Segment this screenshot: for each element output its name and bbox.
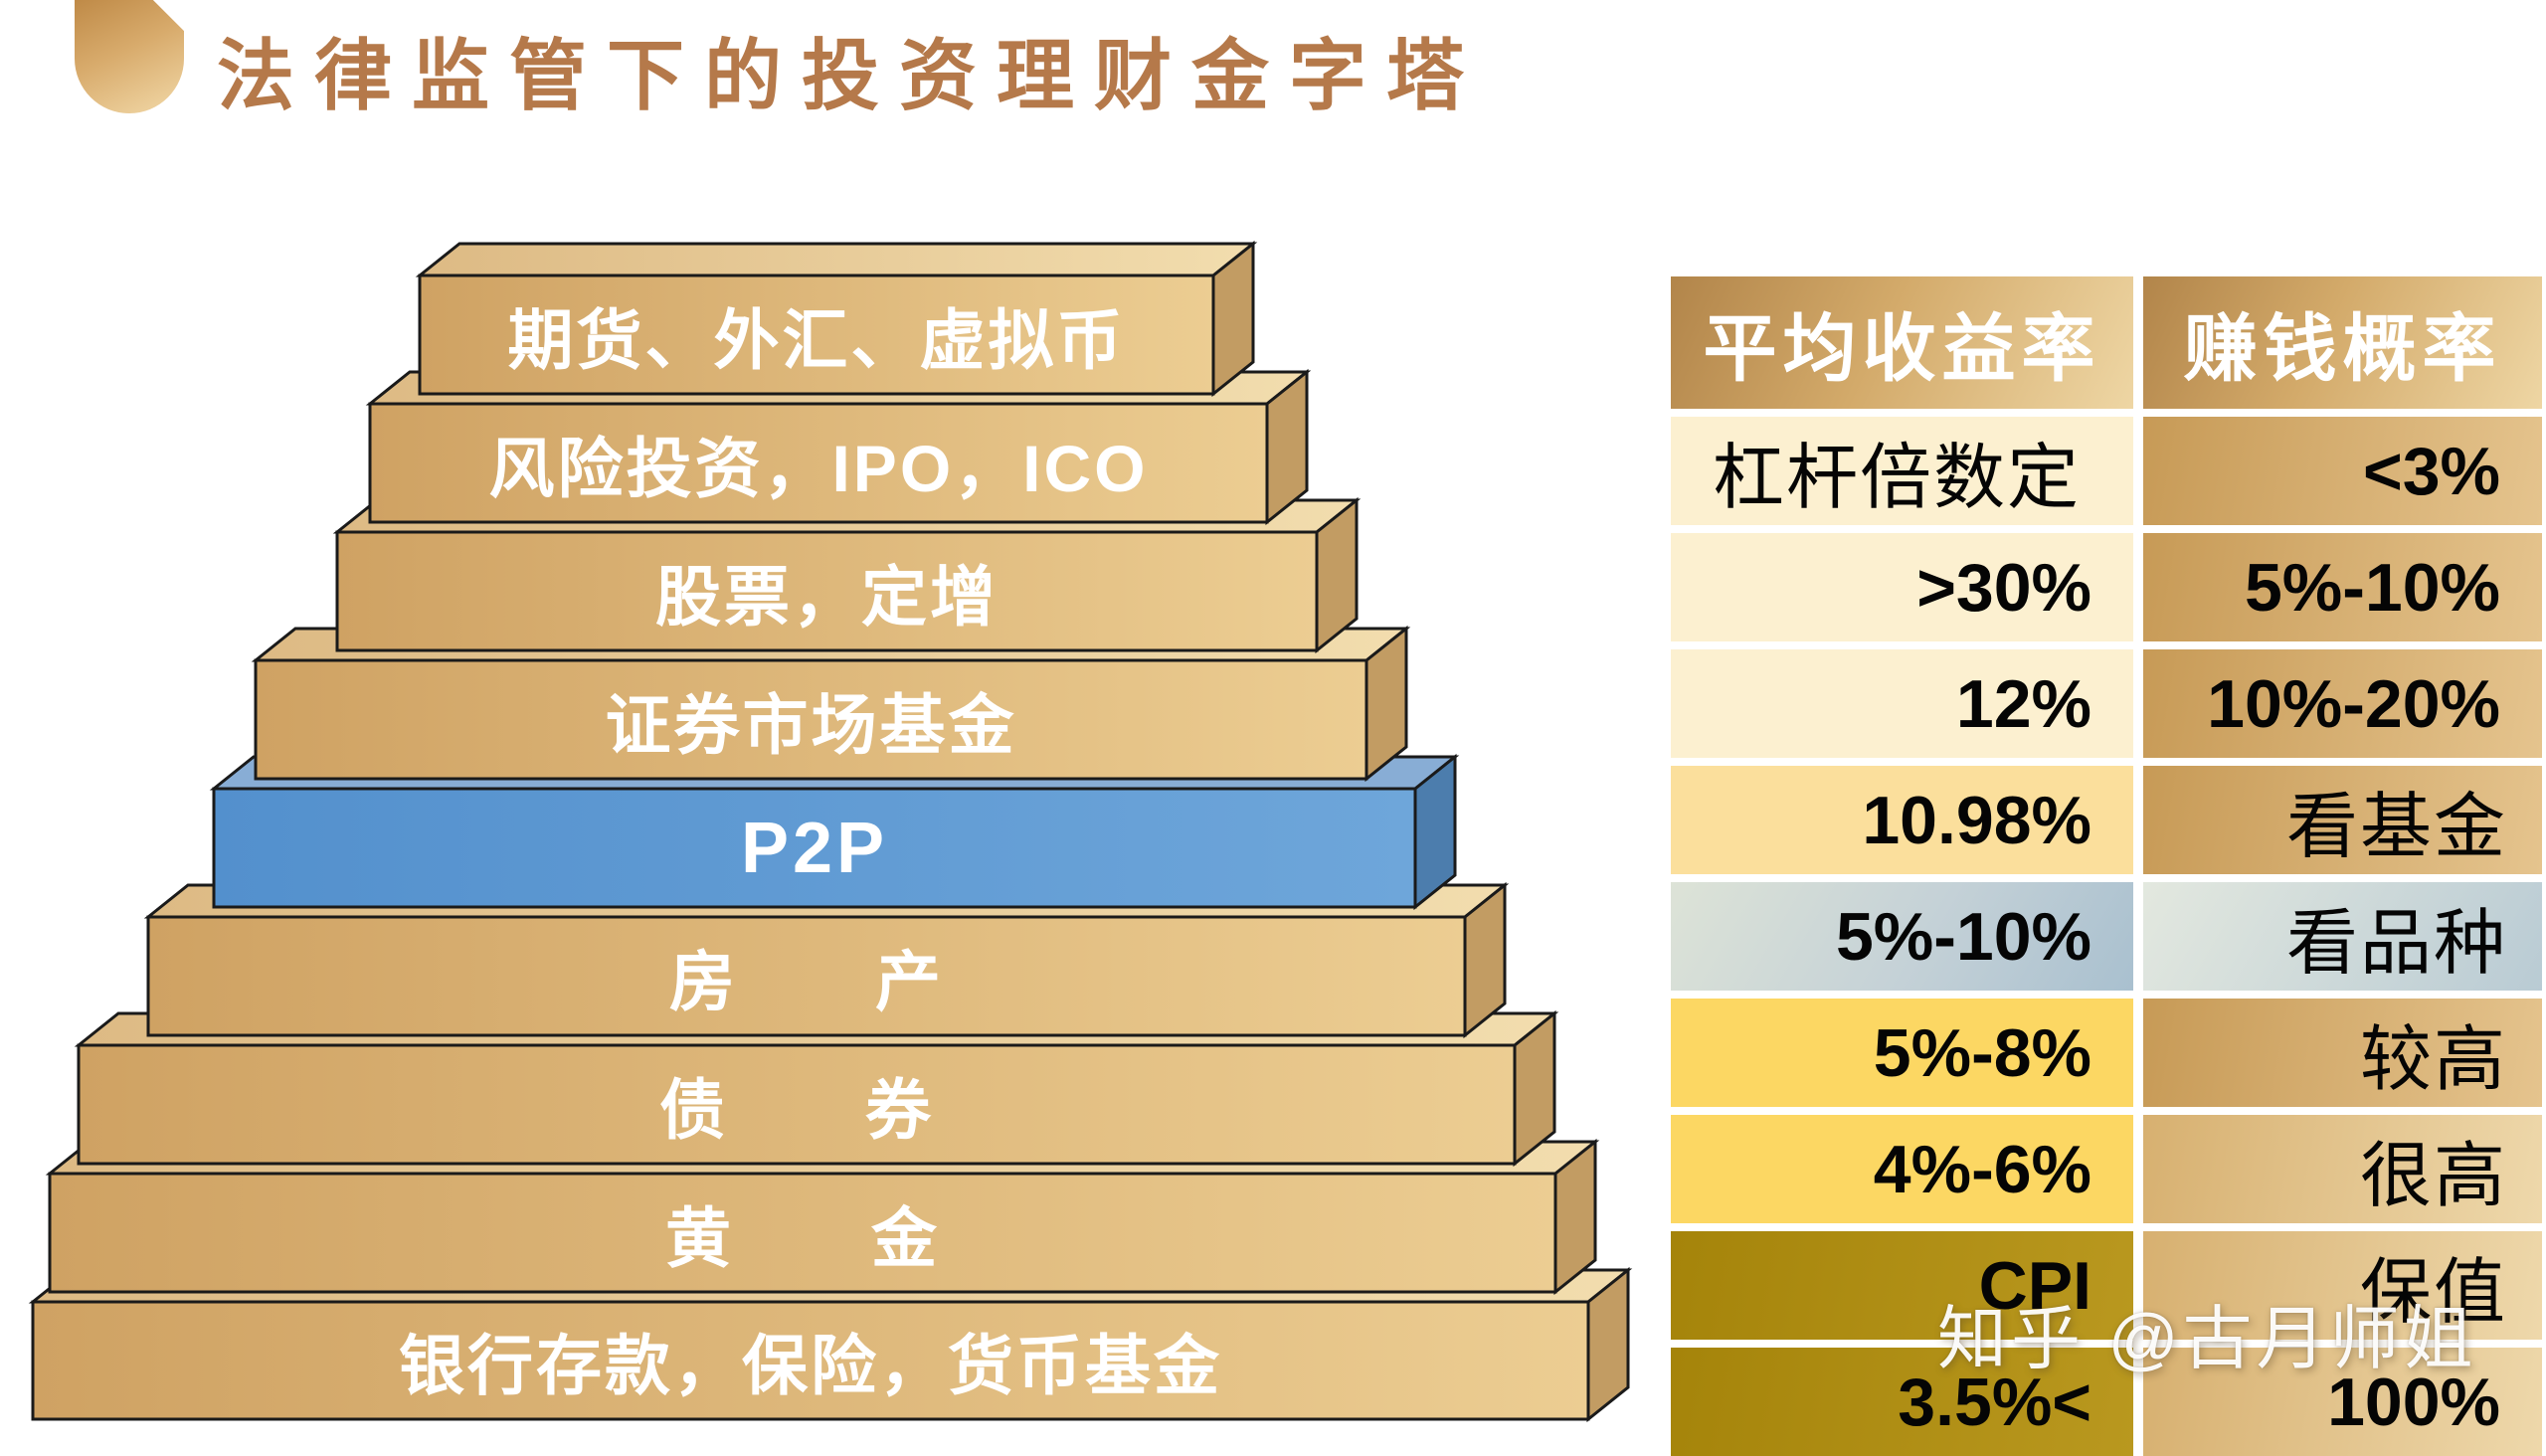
return-rate-cell: 4%-6% <box>1671 1115 2133 1223</box>
probability-cell: 较高 <box>2143 999 2542 1107</box>
return-rate-cell: 10.98% <box>1671 766 2133 874</box>
watermark: 知乎 @古月师姐 <box>1937 1300 2477 1377</box>
pyramid-layer-6 <box>143 881 1510 1039</box>
pyramid-layer-1 <box>415 240 1258 398</box>
probability-cell: 看品种 <box>2143 882 2542 991</box>
return-rate-cell: 5%-8% <box>1671 999 2133 1107</box>
probability-cell: 10%-20% <box>2143 649 2542 758</box>
title-bullet-decoration <box>75 0 216 113</box>
return-rate-cell: CPI <box>1671 1231 2133 1340</box>
page-title: 法律监管下的投资理财金字塔 <box>217 32 1485 119</box>
probability-cell: 看基金 <box>2143 766 2542 874</box>
probability-cell: 保值 <box>2143 1231 2542 1340</box>
return-rate-cell: >30% <box>1671 533 2133 641</box>
return-rate-cell: 5%-10% <box>1671 882 2133 991</box>
return-rate-cell: 杠杆倍数定 <box>1671 417 2133 525</box>
return-rate-cell: 12% <box>1671 649 2133 758</box>
probability-cell: 5%-10% <box>2143 533 2542 641</box>
returns-table: 平均收益率 赚钱概率 杠杆倍数定 <3% >30% 5%-10% 12% 10%… <box>1671 276 2542 1456</box>
probability-cell: <3% <box>2143 417 2542 525</box>
probability-cell: 很高 <box>2143 1115 2542 1223</box>
table-header-return-rate: 平均收益率 <box>1671 276 2133 409</box>
table-header-probability: 赚钱概率 <box>2143 276 2542 409</box>
